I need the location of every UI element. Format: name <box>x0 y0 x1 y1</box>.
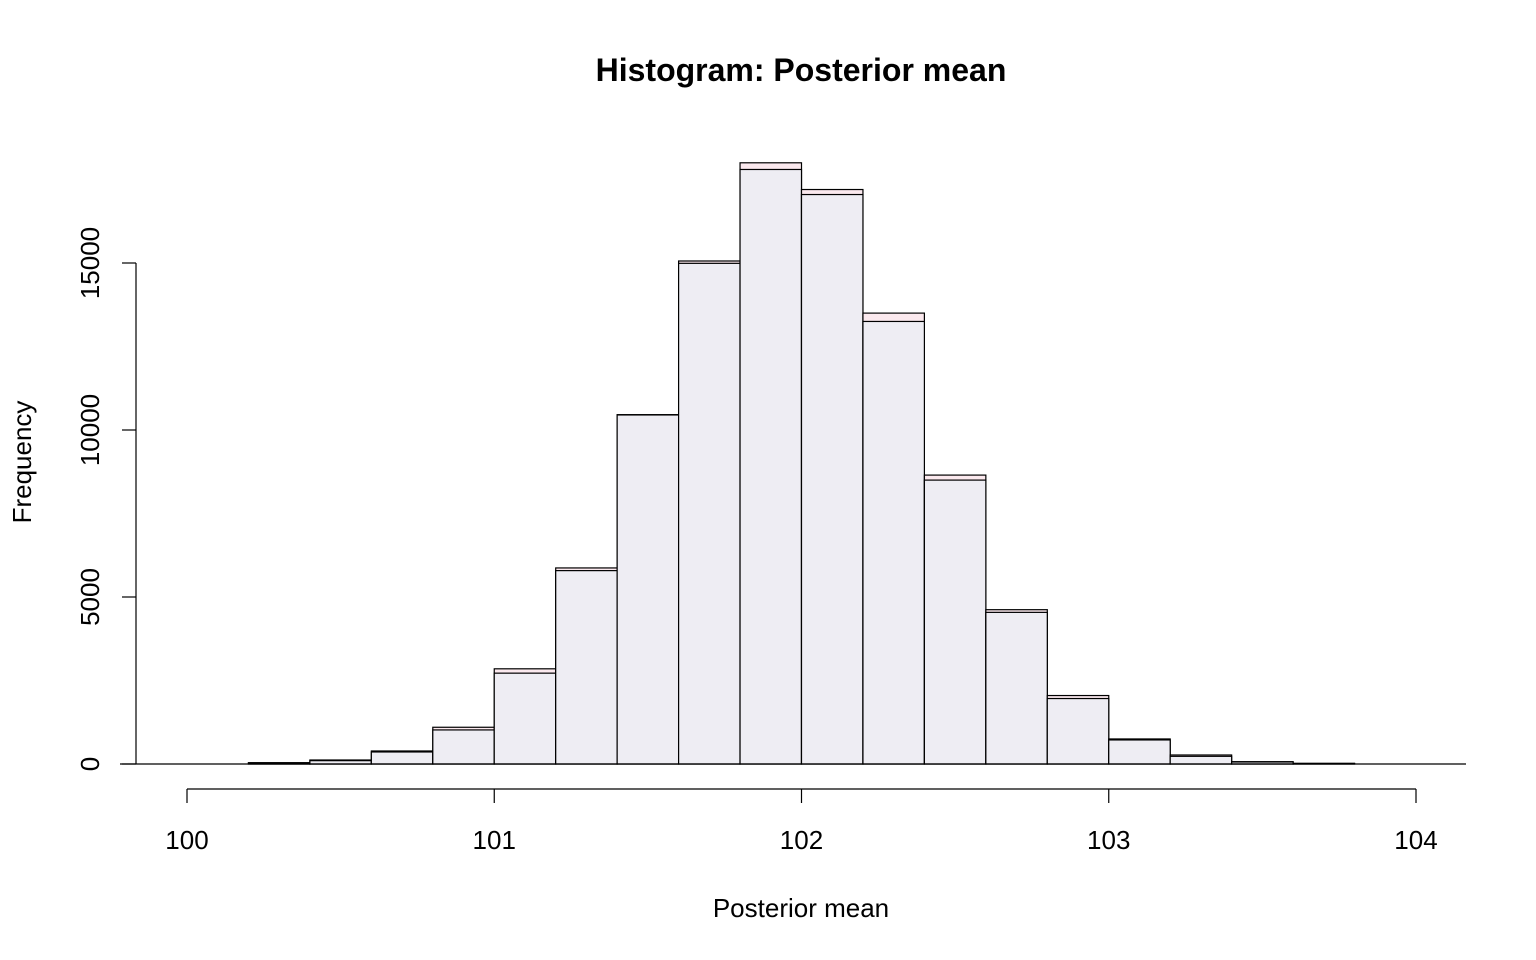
y-tick-label: 15000 <box>75 227 105 299</box>
histogram-bar <box>985 611 1048 765</box>
histogram-bar <box>739 168 803 765</box>
chart-title: Histogram: Posterior mean <box>596 52 1007 88</box>
histogram-bar <box>1169 755 1233 765</box>
histogram-bar <box>370 751 434 765</box>
x-axis: 100 101 102 103 104 <box>165 788 1438 855</box>
y-axis-label: Frequency <box>7 401 37 524</box>
histogram-bars <box>120 162 1466 765</box>
x-tick-label: 101 <box>473 825 516 855</box>
histogram-bar <box>677 262 741 765</box>
x-tick-label: 104 <box>1394 825 1437 855</box>
x-axis-label: Posterior mean <box>713 893 889 923</box>
x-tick-label: 102 <box>780 825 823 855</box>
histogram-bar <box>1046 697 1110 765</box>
histogram-bar <box>1108 739 1171 765</box>
histogram-bar <box>432 729 495 765</box>
histogram-bar <box>923 479 987 765</box>
y-tick-label: 10000 <box>75 394 105 466</box>
histogram-bar <box>616 414 680 765</box>
x-tick-label: 100 <box>165 825 208 855</box>
x-tick-label: 103 <box>1087 825 1130 855</box>
histogram-bar <box>555 570 618 765</box>
y-tick-label: 0 <box>75 757 105 771</box>
histogram-bar <box>493 672 557 765</box>
y-tick-label: 5000 <box>75 568 105 626</box>
histogram-bar <box>800 193 864 765</box>
y-axis: 0 5000 10000 15000 <box>75 227 137 771</box>
histogram-bar <box>862 320 926 765</box>
